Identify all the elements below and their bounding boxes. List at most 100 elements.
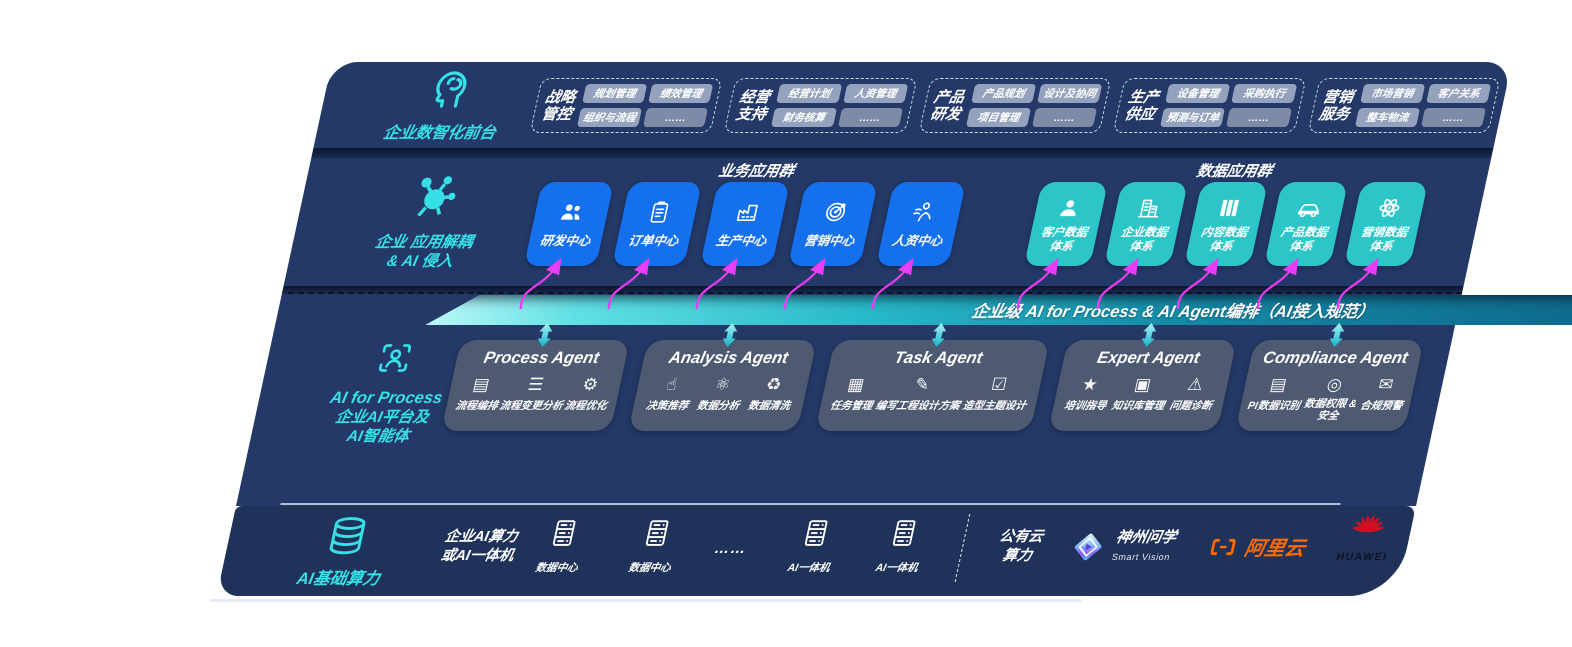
workflow-monitor-icon: ▤ (471, 375, 492, 394)
chip-more: …… (1226, 108, 1292, 127)
chip: 预测与订单 (1160, 108, 1226, 127)
chip: 采购执行 (1231, 84, 1297, 103)
chip: 项目管理 (965, 108, 1032, 127)
data-clean-icon: ♻ (764, 375, 784, 394)
chip: 设备管理 (1165, 84, 1231, 103)
database-icon (321, 514, 375, 558)
more-nodes-ellipsis: …… (712, 540, 749, 557)
agent-title: Process Agent (482, 349, 601, 367)
business-domain-groups: 战略 管控 规划管理 绩效管理 组织与流程 …… 经营 支持 经营计划 人资管理 财… (529, 78, 1501, 133)
front-office-label-block: 企业数智化前台 (356, 64, 535, 143)
base-edge-highlight (209, 599, 1082, 602)
huawei-logo: HUAWEI (1323, 514, 1410, 563)
flow-arrow (1096, 257, 1139, 310)
flow-arrow (1336, 257, 1379, 310)
chip: 整车物流 (1354, 108, 1420, 127)
tile-enterprise-data: 企业数据 体系 (1103, 182, 1189, 266)
agent-card-expert: Expert Agent ★ 培训指导 ▣ 知识库管理 ⚠ 问题诊断 (1048, 340, 1237, 431)
server-icon (885, 516, 922, 550)
chip: 设计及协同 (1037, 84, 1103, 103)
factory-icon (732, 199, 764, 225)
chip: 人资管理 (842, 84, 909, 103)
smartvision-name: 神州问学 (1114, 529, 1179, 546)
tile-production-center: 生产中心 (699, 182, 791, 266)
flow-arrow (1256, 257, 1299, 310)
robot-task-icon: ▦ (845, 375, 867, 394)
server-icon (545, 516, 582, 550)
aliyun-brackets-icon (1203, 534, 1243, 560)
tile-order-center: 订单中心 (611, 182, 703, 266)
ai-compute-label: AI基础算力 (295, 570, 382, 588)
agent-card-compliance: Compliance Agent ▤ PI数据识别 ◎ 数据权限 & 安全 ✉ 合规预… (1235, 340, 1424, 431)
target-icon (820, 199, 852, 225)
server-icon (638, 516, 675, 550)
agent-title: Compliance Agent (1261, 349, 1410, 367)
flow-arrow (1176, 257, 1219, 310)
users-icon (556, 199, 588, 225)
chip-more: …… (1031, 108, 1098, 127)
node-ai-appliance-2: AI一体机 (863, 516, 940, 575)
agent-card-task: Task Agent ▦ 任务管理 ✎ 编写工程设计方案 ☑ 造型主题设计 (815, 340, 1050, 431)
chip: 组织与流程 (576, 108, 643, 127)
group-operation: 经营 支持 经营计划 人资管理 财务核算 …… (724, 78, 918, 133)
people-flow-icon (908, 199, 940, 225)
front-office-label: 企业数智化前台 (381, 125, 498, 142)
ai-compute-label-block: AI基础算力 (266, 514, 422, 589)
building-icon (1134, 195, 1166, 221)
public-cloud-label: 公有云 算力 (997, 529, 1045, 564)
agent-card-process: Process Agent ▤ 流程编排 ☰ 流程变更分析 ⚙ 流程优化 (441, 340, 630, 431)
sliders-icon: ☰ (526, 375, 546, 394)
diagram-stage: 企业数智化前台 战略 管控 规划管理 绩效管理 组织与流程 …… 经营 支持 经营计… (209, 62, 1512, 622)
chip-more: …… (837, 108, 903, 127)
tile-rd-center: 研发中心 (523, 182, 615, 266)
chip: 财务核算 (771, 108, 837, 127)
molecule-icon (402, 170, 465, 222)
flow-arrow (871, 257, 914, 310)
books-icon (1214, 195, 1246, 221)
knowledge-layers-icon: ▣ (1132, 375, 1153, 394)
tile-customer-data: 客户数据 体系 (1023, 182, 1109, 266)
chip: 产品规划 (970, 84, 1037, 103)
chip: 规划管理 (582, 84, 648, 103)
smartvision-diamond-icon (1065, 528, 1111, 566)
group-production: 生产 供应 设备管理 采购执行 预测与订单 …… (1112, 78, 1307, 133)
aliyun-logo: 阿里云 (1203, 532, 1308, 561)
tile-product-data: 产品数据 体系 (1263, 182, 1349, 266)
agent-card-analysis: Analysis Agent ☝ 决策推荐 ⚛ 数据分析 ♻ 数据清洗 (628, 340, 817, 431)
dashed-vertical-divider (954, 514, 971, 582)
node-ai-appliance-1: AI一体机 (775, 516, 852, 575)
tile-marketing-center: 营销中心 (787, 182, 879, 266)
decision-head-icon: ☝ (664, 375, 680, 394)
clipboard-icon (644, 199, 676, 225)
atom-icon (1374, 195, 1406, 221)
atom-analysis-icon: ⚛ (713, 375, 733, 394)
data-tiles: 客户数据 体系 企业数据 体系 内容数据 体系 产品数据 体系 营销数据 体系 (1023, 182, 1429, 266)
flow-arrows (519, 257, 1379, 310)
data-apps-title: 数据应用群 (1194, 163, 1274, 180)
enterprise-compute-label: 企业AI算力 或AI一体机 (439, 529, 520, 564)
chip: 绩效管理 (648, 84, 714, 103)
agent-cards: Process Agent ▤ 流程编排 ☰ 流程变更分析 ⚙ 流程优化 Analys… (441, 340, 1424, 431)
chip: 经营计划 (776, 84, 842, 103)
agent-title: Expert Agent (1095, 349, 1202, 367)
huawei-flower-icon (1347, 514, 1389, 544)
agent-title: Analysis Agent (667, 349, 790, 367)
compliance-alert-icon: ✉ (1376, 375, 1396, 394)
flow-arrow (607, 257, 650, 310)
brain-head-icon (420, 64, 478, 112)
business-tiles: 研发中心 订单中心 生产中心 营销中心 人资中心 (523, 182, 967, 266)
smartvision-logo: 神州问学 Smart Vision (1065, 528, 1178, 566)
design-check-icon: ☑ (989, 375, 1009, 394)
chip-more: …… (643, 108, 709, 127)
chip-more: …… (1420, 108, 1487, 127)
person-icon (1054, 195, 1086, 221)
car-icon (1294, 195, 1326, 221)
cloud-edit-icon: ✎ (913, 375, 932, 394)
ai-for-process-label: AI for Process (328, 389, 445, 407)
group-product: 产品 研发 产品规划 设计及协同 项目管理 …… (918, 78, 1112, 133)
chip: 市场营销 (1359, 84, 1426, 103)
agent-title: Task Agent (892, 349, 985, 367)
diagnosis-tools-icon: ⚠ (1185, 375, 1206, 394)
aliyun-name: 阿里云 (1242, 538, 1308, 560)
